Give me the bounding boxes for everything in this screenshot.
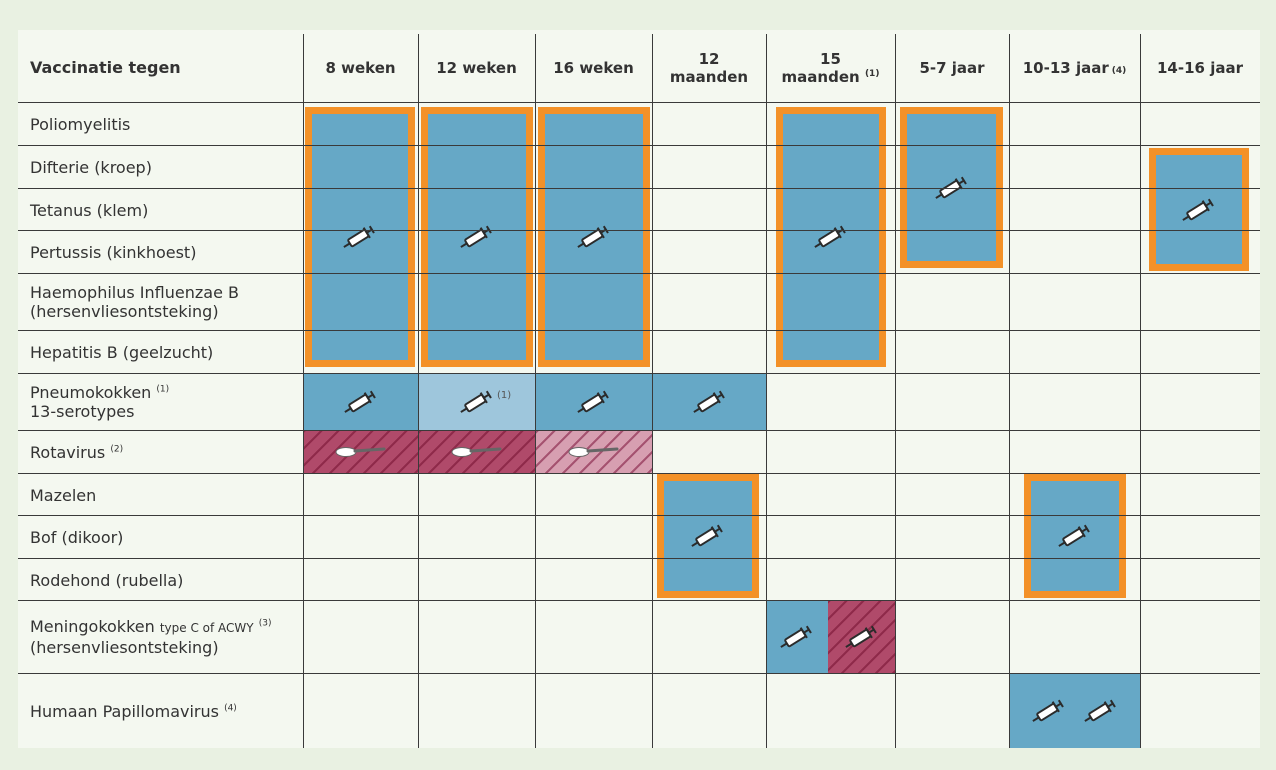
syringe-icon [777, 623, 817, 651]
syringe-icon [1179, 196, 1219, 224]
header-age-0: 8 weken [325, 59, 396, 77]
header-age-4: 15 maanden (1) [781, 50, 880, 86]
vaccine-rota-16w [536, 431, 652, 473]
grid-hline [18, 188, 1260, 189]
syringe-icon [574, 223, 614, 251]
grid-hline [18, 600, 1260, 601]
vaccine-hexa-16w [538, 107, 650, 367]
header-age-7: 14-16 jaar [1157, 59, 1243, 77]
grid-vline [1140, 34, 1141, 748]
row-label-rota: Rotavirus (2) [30, 442, 124, 462]
oral-spoon-icon [567, 445, 621, 459]
grid-vline [766, 34, 767, 748]
syringe-icon [1029, 697, 1069, 725]
vaccine-bmr-10-13y [1024, 474, 1126, 598]
syringe-icon [811, 223, 851, 251]
grid-vline [535, 34, 536, 748]
grid-hline [18, 330, 1260, 331]
syringe-icon [688, 522, 728, 550]
vaccine-bmr-12m [657, 474, 759, 598]
vaccine-pneumo-12w-optional [419, 374, 535, 430]
row-label-pneumo: Pneumokokken (1) 13-serotypes [30, 383, 170, 421]
grid-hline [18, 558, 1260, 559]
vaccine-acwy-15m-optional [828, 601, 895, 673]
vaccine-pneumo-12m [653, 374, 766, 430]
grid-hline [18, 430, 1260, 431]
syringe-icon [842, 623, 882, 651]
grid-hline [18, 230, 1260, 231]
syringe-icon [341, 388, 381, 416]
header-age-5: 5-7 jaar [919, 59, 985, 77]
grid-hline [18, 373, 1260, 374]
grid-hline [18, 673, 1260, 674]
row-label-hpv: Humaan Papillomavirus (4) [30, 701, 237, 721]
row-label-hib: Haemophilus Influenzae B (hersenvliesonts… [30, 283, 239, 321]
syringe-icon [1055, 522, 1095, 550]
row-label-tetanus: Tetanus (klem) [30, 200, 149, 220]
row-label-hepb: Hepatitis B (geelzucht) [30, 342, 214, 362]
grid-vline [418, 34, 419, 748]
header-age-3: 12 maanden [669, 50, 749, 86]
grid-vline [652, 34, 653, 748]
grid-hline [18, 515, 1260, 516]
syringe-icon [340, 223, 380, 251]
vaccine-pneumo-16w [536, 374, 652, 430]
vaccine-rota-12w [419, 431, 535, 473]
vaccine-hexa-15m [776, 107, 886, 367]
row-label-rodehond: Rodehond (rubella) [30, 570, 184, 590]
vaccine-hexa-12w [421, 107, 533, 367]
oral-spoon-icon [450, 445, 504, 459]
syringe-icon [574, 388, 614, 416]
header-age-6: 10-13 jaar (4) [1022, 59, 1127, 77]
grid-vline [895, 34, 896, 748]
row-label-bof: Bof (dikoor) [30, 527, 124, 547]
row-label-meningokokken: Meningokokken type C of ACWY (3) (hersenv… [30, 617, 272, 657]
grid-hline [18, 102, 1260, 103]
row-label-pertussis: Pertussis (kinkhoest) [30, 242, 197, 262]
oral-spoon-icon [334, 445, 388, 459]
syringe-icon [457, 223, 497, 251]
syringe-icon [457, 388, 497, 416]
vaccine-pneumo-8w [303, 374, 418, 430]
row-label-difterie: Difterie (kroep) [30, 157, 152, 177]
vaccine-menc-15m [766, 601, 828, 673]
vaccine-rota-8w [303, 431, 418, 473]
grid-vline [303, 34, 304, 748]
grid-hline [18, 273, 1260, 274]
syringe-icon [690, 388, 730, 416]
syringe-icon [1081, 697, 1121, 725]
vaccine-hpv-10-13y [1009, 674, 1140, 748]
vaccine-hexa-8w [305, 107, 415, 367]
grid-vline [1009, 34, 1010, 748]
row-label-polio: Poliomyelitis [30, 114, 131, 134]
header-age-1: 12 weken [436, 59, 517, 77]
pneumo-12w-note: (1) [497, 390, 512, 401]
header-age-2: 16 weken [553, 59, 634, 77]
header-vaccine-col: Vaccinatie tegen [30, 58, 181, 77]
vaccine-dtpa-14-16y [1149, 148, 1249, 271]
vaccine-tetra-5-7y [900, 107, 1003, 268]
row-label-mazelen: Mazelen [30, 485, 97, 505]
grid-hline [18, 145, 1260, 146]
grid-hline [18, 473, 1260, 474]
